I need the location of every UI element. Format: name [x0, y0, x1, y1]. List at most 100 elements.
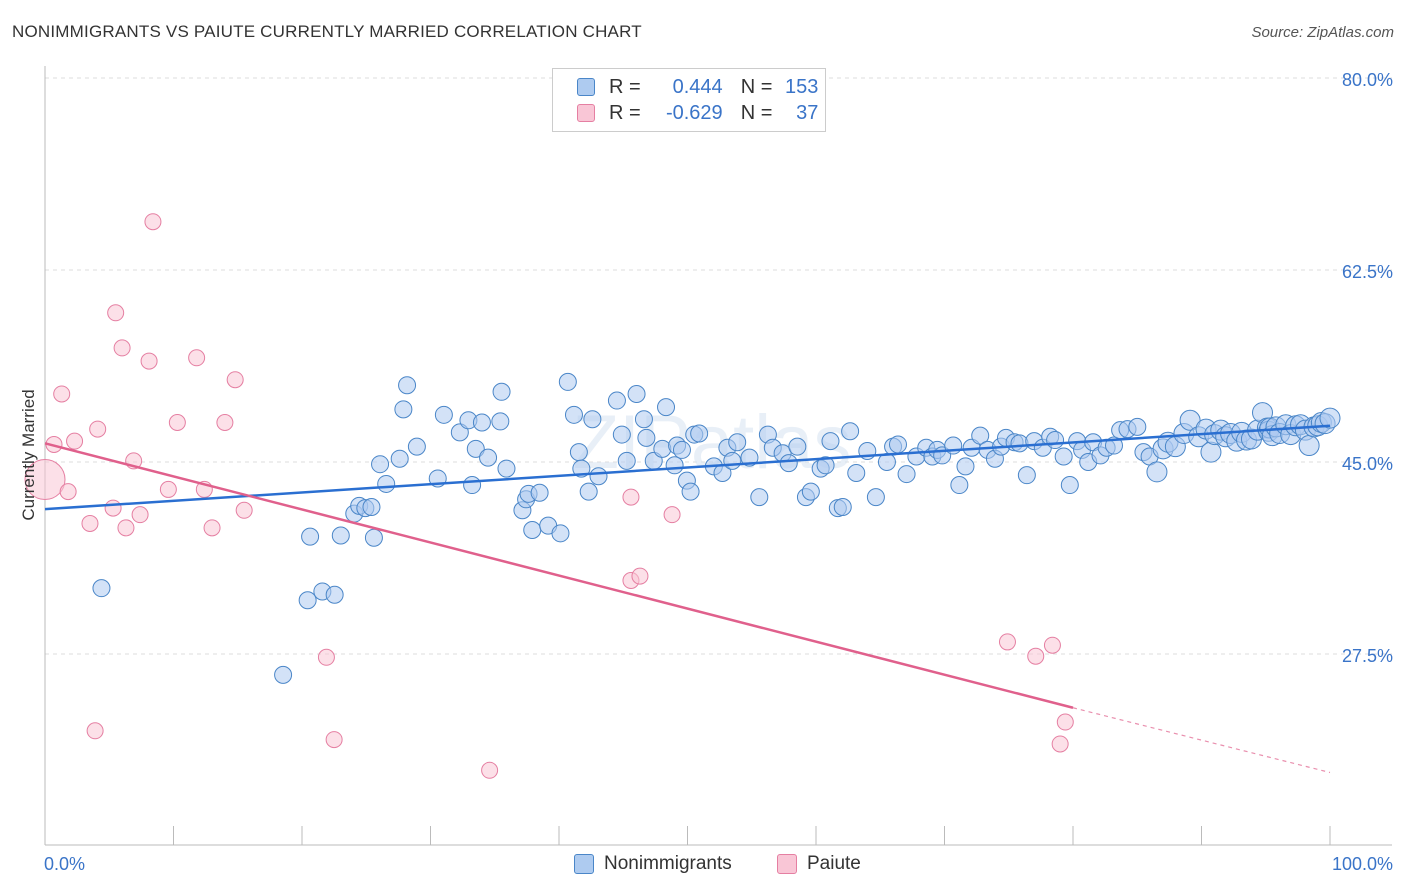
nonimmigrants-point	[530, 483, 549, 502]
nonimmigrants-point	[463, 476, 482, 495]
nonimmigrants-point	[788, 437, 807, 456]
stats-legend: R = 0.444 N = 153 R = -0.629 N = 37	[552, 68, 826, 132]
paiute-point	[159, 480, 177, 498]
n-value-paiute: 37	[796, 101, 819, 124]
nonimmigrants-point	[551, 524, 570, 543]
nonimmigrants-point	[672, 440, 691, 459]
paiute-point	[117, 519, 135, 537]
paiute-point	[325, 731, 343, 749]
legend-row-nonimmigrants: R = 0.444 N = 153	[577, 74, 818, 100]
paiute-point	[188, 349, 206, 367]
legend-swatch-blue	[574, 854, 594, 874]
nonimmigrants-point	[301, 527, 320, 546]
nonimmigrants-point	[657, 398, 676, 417]
nonimmigrants-point	[779, 454, 798, 473]
nonimmigrants-point	[398, 376, 417, 395]
nonimmigrants-point	[434, 405, 453, 424]
nonimmigrants-point	[523, 521, 542, 540]
paiute-point	[140, 352, 158, 370]
nonimmigrants-point	[492, 382, 511, 401]
paiute-point	[203, 519, 221, 537]
nonimmigrants-point	[821, 432, 840, 451]
paiute-point	[81, 514, 99, 532]
nonimmigrants-point	[1060, 476, 1079, 495]
paiute-point	[66, 432, 84, 450]
nonimmigrants-point	[681, 482, 700, 501]
nonimmigrants-point	[723, 451, 742, 470]
legend-swatch-pink	[777, 854, 797, 874]
nonimmigrants-point	[847, 463, 866, 482]
paiute-points	[24, 213, 1074, 779]
nonimmigrants-point	[888, 435, 907, 454]
paiute-point	[226, 371, 244, 389]
nonimmigrants-point	[833, 497, 852, 516]
nonimmigrants-point	[274, 665, 293, 684]
nonimmigrants-point	[866, 488, 885, 507]
paiute-point	[113, 339, 131, 357]
paiute-point	[317, 648, 335, 666]
nonimmigrants-point	[897, 465, 916, 484]
y-tick-label: 45.0%	[1342, 454, 1393, 474]
paiute-point	[131, 506, 149, 524]
nonimmigrants-point	[394, 400, 413, 419]
nonimmigrants-point	[612, 425, 631, 444]
nonimmigrants-point	[634, 410, 653, 429]
nonimmigrants-point	[407, 437, 426, 456]
nonimmigrants-point	[466, 439, 485, 458]
paiute-point	[622, 488, 640, 506]
nonimmigrants-point	[589, 467, 608, 486]
nonimmigrants-point	[564, 405, 583, 424]
paiute-point	[107, 304, 125, 322]
nonimmigrants-point	[572, 459, 591, 478]
nonimmigrants-point	[558, 372, 577, 391]
nonimmigrants-point	[479, 448, 498, 467]
paiute-point	[24, 459, 66, 501]
nonimmigrants-point	[362, 497, 381, 516]
nonimmigrants-point	[1200, 441, 1222, 463]
nonimmigrants-point	[841, 422, 860, 441]
legend-swatch-blue	[577, 78, 595, 96]
nonimmigrants-point	[801, 482, 820, 501]
n-value-nonimmigrants: 153	[785, 75, 819, 98]
axes	[44, 66, 1392, 846]
r-value-paiute: -0.629	[665, 101, 723, 124]
nonimmigrants-point	[472, 413, 491, 432]
legend-item-nonimmigrants: Nonimmigrants	[574, 852, 732, 876]
nonimmigrants-point	[1319, 407, 1341, 429]
tick-labels: 27.5% 45.0% 62.5% 80.0% 0.0% 100.0%	[44, 70, 1393, 874]
nonimmigrants-point	[569, 443, 588, 462]
nonimmigrants-point	[956, 457, 975, 476]
nonimmigrants-point	[1017, 466, 1036, 485]
r-label: R =	[609, 101, 641, 124]
nonimmigrants-point	[1010, 434, 1029, 453]
nonimmigrants-point	[665, 456, 684, 475]
gridlines	[45, 77, 1392, 655]
nonimmigrants-point	[653, 439, 672, 458]
paiute-point	[998, 633, 1016, 651]
nonimmigrants-point	[390, 449, 409, 468]
paiute-trend-extension	[1072, 707, 1331, 774]
paiute-point	[1027, 647, 1045, 665]
paiute-point	[631, 567, 649, 585]
paiute-point	[104, 499, 122, 517]
nonimmigrants-point	[1179, 409, 1201, 431]
y-tick-label: 27.5%	[1342, 646, 1393, 666]
r-value-nonimmigrants: 0.444	[672, 75, 723, 98]
n-label: N =	[740, 101, 773, 124]
nonimmigrants-point	[950, 476, 969, 495]
nonimmigrants-point	[377, 474, 396, 493]
paiute-point	[86, 722, 104, 740]
trend-lines	[44, 424, 1331, 774]
paiute-point	[144, 213, 162, 231]
legend-row-paiute: R = -0.629 N = 37	[577, 100, 818, 126]
x-tick-label: 0.0%	[44, 854, 85, 874]
paiute-point	[89, 420, 107, 438]
source-label: Source: ZipAtlas.com	[1251, 24, 1394, 41]
paiute-point	[168, 414, 186, 432]
nonimmigrants-point	[1128, 417, 1147, 436]
nonimmigrants-point	[1046, 431, 1065, 450]
chart-title: NONIMMIGRANTS VS PAIUTE CURRENTLY MARRIE…	[12, 22, 642, 41]
legend-swatch-pink	[577, 104, 595, 122]
nonimmigrants-point	[971, 426, 990, 445]
